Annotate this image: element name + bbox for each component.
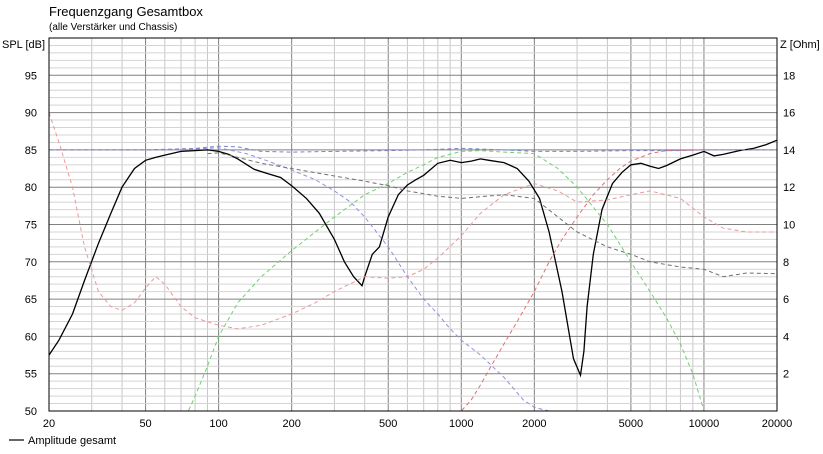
chart-title: Frequenzgang Gesamtbox — [49, 4, 203, 19]
legend: Amplitude gesamt — [9, 435, 116, 447]
series-line-dashed-3 — [49, 150, 705, 412]
y-tick-label-right: 16 — [783, 108, 795, 120]
y-tick-label-right: 8 — [783, 257, 789, 269]
y-tick-label-left: 60 — [25, 331, 37, 343]
y-tick-label-left: 55 — [25, 369, 37, 381]
y-axis-label-right: Z [Ohm] — [780, 39, 820, 51]
y-axis-label-left: SPL [dB] — [2, 39, 45, 51]
x-tick-label: 1000 — [449, 418, 473, 430]
x-tick-label: 50 — [139, 418, 151, 430]
y-tick-label-right: 12 — [783, 182, 795, 194]
y-tick-label-left: 90 — [25, 108, 37, 120]
y-tick-label-right: 2 — [783, 369, 789, 381]
x-tick-label: 20000 — [762, 418, 793, 430]
x-tick-label: 500 — [379, 418, 397, 430]
series-line-dashed-1 — [48, 112, 777, 330]
series-line-amplitude-gesamt — [48, 139, 778, 378]
y-tick-label-left: 80 — [25, 182, 37, 194]
chart-subtitle: (alle Verstärker und Chassis) — [49, 22, 177, 33]
grid — [48, 38, 778, 411]
plot-frame — [48, 37, 778, 412]
y-tick-label-right: 6 — [783, 294, 789, 306]
legend-label: Amplitude gesamt — [28, 435, 116, 447]
x-tick-label: 20 — [43, 418, 55, 430]
series-line-dashed-2 — [49, 147, 550, 412]
series-group — [48, 112, 778, 412]
y-tick-label-right: 4 — [783, 331, 789, 343]
y-tick-label-left: 85 — [25, 145, 37, 157]
x-tick-label: 2000 — [522, 418, 546, 430]
y-tick-label-left: 65 — [25, 294, 37, 306]
y-tick-label-right: 10 — [783, 220, 795, 232]
tick-labels: 20 50 100 200 500 1000 2000 5000 10000 20000 50 55 6… — [25, 70, 796, 430]
y-tick-label-left: 70 — [25, 257, 37, 269]
x-tick-label: 200 — [282, 418, 300, 430]
y-tick-label-left: 75 — [25, 220, 37, 232]
y-tick-label-right: 18 — [783, 70, 795, 82]
y-tick-label-left: 50 — [25, 406, 37, 418]
y-tick-label-right: 14 — [783, 145, 795, 157]
series-line-dashed-6 — [49, 145, 777, 153]
y-tick-label-left: 95 — [25, 70, 37, 82]
x-tick-label: 5000 — [619, 418, 643, 430]
x-tick-label: 10000 — [689, 418, 720, 430]
series-line-dashed-4 — [49, 149, 705, 412]
x-tick-label: 100 — [209, 418, 227, 430]
